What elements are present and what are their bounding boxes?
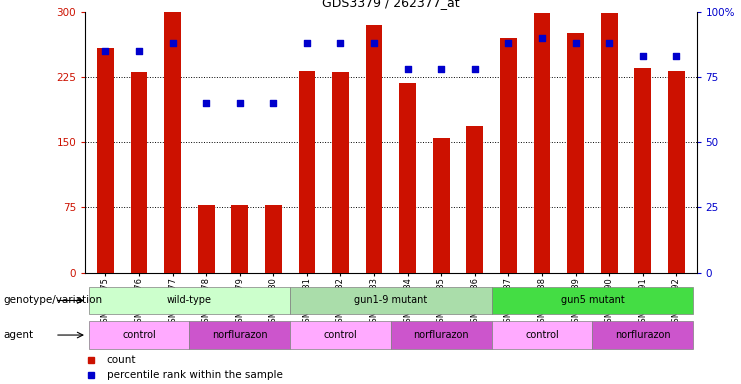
Bar bbox=[491, 321, 592, 349]
Bar bbox=[592, 321, 693, 349]
Text: gun1-9 mutant: gun1-9 mutant bbox=[354, 295, 428, 306]
Point bbox=[99, 48, 111, 54]
Point bbox=[402, 66, 413, 72]
Bar bbox=[534, 13, 551, 273]
Point bbox=[469, 66, 481, 72]
Bar bbox=[97, 48, 114, 273]
Bar bbox=[290, 287, 491, 314]
Text: gun5 mutant: gun5 mutant bbox=[560, 295, 624, 306]
Bar bbox=[165, 12, 181, 273]
Bar bbox=[190, 321, 290, 349]
Bar bbox=[130, 73, 147, 273]
Bar bbox=[500, 38, 516, 273]
Point bbox=[200, 100, 212, 106]
Bar bbox=[668, 71, 685, 273]
Point bbox=[301, 40, 313, 46]
Bar bbox=[290, 321, 391, 349]
Point bbox=[671, 53, 682, 59]
Point bbox=[435, 66, 447, 72]
Point bbox=[502, 40, 514, 46]
Text: control: control bbox=[122, 330, 156, 340]
Text: agent: agent bbox=[4, 330, 34, 340]
Point bbox=[133, 48, 145, 54]
Text: wild-type: wild-type bbox=[167, 295, 212, 306]
Bar bbox=[366, 25, 382, 273]
Bar bbox=[601, 13, 617, 273]
Point bbox=[637, 53, 648, 59]
Bar bbox=[332, 73, 349, 273]
Bar bbox=[198, 205, 215, 273]
Point bbox=[335, 40, 347, 46]
Bar bbox=[634, 68, 651, 273]
Point bbox=[234, 100, 246, 106]
Bar bbox=[433, 138, 450, 273]
Bar bbox=[231, 205, 248, 273]
Text: genotype/variation: genotype/variation bbox=[4, 295, 103, 306]
Text: control: control bbox=[324, 330, 357, 340]
Bar bbox=[265, 205, 282, 273]
Bar bbox=[89, 321, 190, 349]
Text: norflurazon: norflurazon bbox=[615, 330, 671, 340]
Bar bbox=[89, 287, 290, 314]
Text: percentile rank within the sample: percentile rank within the sample bbox=[107, 370, 282, 380]
Point bbox=[603, 40, 615, 46]
Point bbox=[368, 40, 380, 46]
Text: norflurazon: norflurazon bbox=[413, 330, 469, 340]
Point bbox=[536, 35, 548, 41]
Title: GDS3379 / 262377_at: GDS3379 / 262377_at bbox=[322, 0, 459, 9]
Text: control: control bbox=[525, 330, 559, 340]
Bar bbox=[299, 71, 316, 273]
Bar bbox=[466, 126, 483, 273]
Point bbox=[268, 100, 279, 106]
Bar bbox=[399, 83, 416, 273]
Text: count: count bbox=[107, 355, 136, 365]
Text: norflurazon: norflurazon bbox=[212, 330, 268, 340]
Point bbox=[570, 40, 582, 46]
Bar bbox=[567, 33, 584, 273]
Bar bbox=[391, 321, 491, 349]
Point bbox=[167, 40, 179, 46]
Bar bbox=[491, 287, 693, 314]
